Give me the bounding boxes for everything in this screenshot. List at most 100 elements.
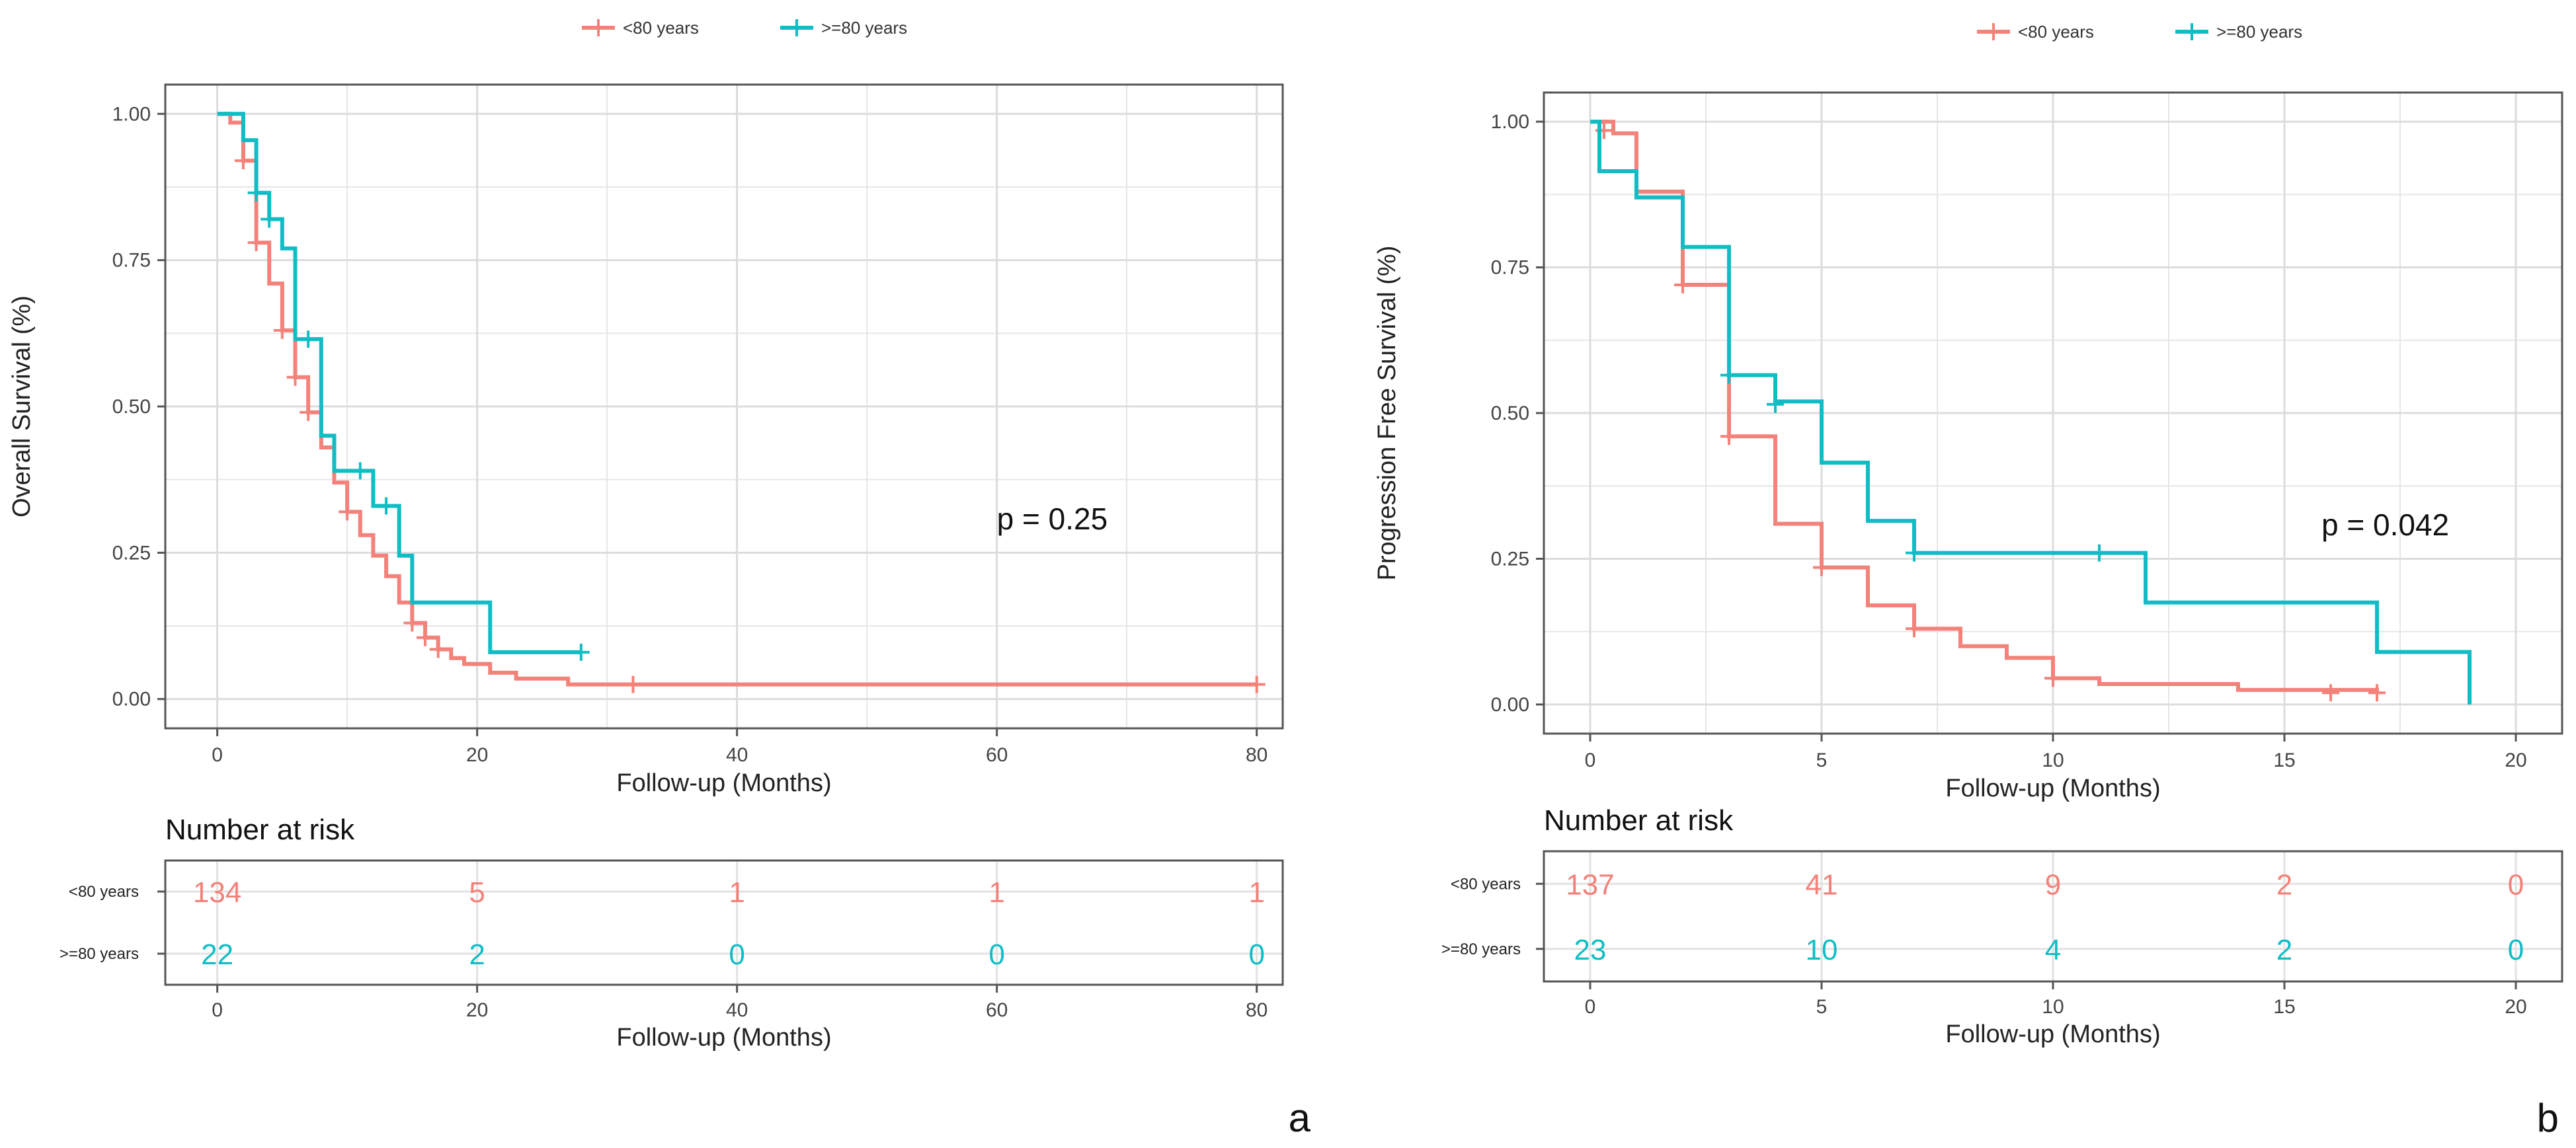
risk-count: 2 [469, 938, 485, 971]
risk-count: 9 [2045, 868, 2061, 901]
risk-x-axis-label: Follow-up (Months) [1945, 1020, 2160, 1048]
censor-mark [1906, 544, 1923, 562]
risk-row-label: >=80 years [60, 945, 139, 963]
y-tick-label: 0.50 [112, 396, 151, 418]
x-axis-label: Follow-up (Months) [1945, 775, 2160, 802]
y-axis-label: Overall Survival (%) [8, 295, 36, 517]
censor-mark [1674, 276, 1691, 293]
risk-count: 1 [988, 876, 1004, 909]
risk-x-tick-label: 80 [1246, 999, 1268, 1021]
risk-count: 10 [1806, 934, 1838, 966]
censor-mark [1720, 428, 1738, 445]
x-tick-label: 20 [466, 744, 488, 766]
y-tick-label: 0.50 [1491, 402, 1529, 424]
censor-mark [300, 330, 317, 348]
series-line [217, 112, 1257, 687]
censor-mark [1720, 366, 1738, 384]
x-tick-label: 20 [2505, 749, 2526, 771]
censor-mark [247, 234, 265, 252]
censor-mark [286, 368, 304, 386]
risk-count: 0 [2508, 868, 2524, 901]
series-line [1590, 120, 2472, 705]
risk-x-tick-label: 60 [986, 999, 1008, 1021]
censor-mark [417, 629, 434, 646]
risk-table-title: Number at risk [1544, 804, 1734, 837]
censor-mark [273, 321, 291, 339]
censor-mark [2044, 670, 2062, 687]
censor-mark [1813, 558, 1830, 576]
risk-count: 23 [1574, 934, 1607, 966]
x-tick-label: 80 [1246, 744, 1268, 766]
risk-count: 5 [469, 876, 485, 909]
legend-label: <80 years [2018, 22, 2094, 42]
series-line [1590, 120, 2379, 693]
y-tick-label: 0.00 [1491, 694, 1529, 716]
y-tick-label: 0.75 [112, 250, 151, 272]
risk-row-label: <80 years [69, 883, 139, 901]
censor-mark [378, 497, 395, 515]
risk-x-axis-label: Follow-up (Months) [616, 1024, 831, 1052]
risk-row-label: >=80 years [1441, 940, 1521, 958]
risk-x-tick-label: 5 [1816, 996, 1828, 1018]
risk-count: 134 [193, 876, 241, 909]
risk-count: 0 [729, 938, 745, 971]
censor-mark [351, 462, 369, 480]
risk-count: 0 [988, 938, 1004, 971]
censor-mark [234, 152, 252, 170]
risk-count: 41 [1806, 868, 1838, 901]
censor-mark [300, 403, 317, 421]
risk-x-tick-label: 10 [2042, 996, 2064, 1018]
censor-mark [1248, 675, 1266, 693]
risk-table-title: Number at risk [165, 814, 355, 846]
censor-mark [429, 640, 447, 658]
legend: <80 years >=80 years [582, 18, 907, 38]
legend-label: <80 years [623, 18, 699, 38]
risk-count: 1 [729, 876, 745, 909]
x-tick-label: 10 [2042, 749, 2064, 771]
risk-table-frame [164, 859, 1284, 986]
censor-mark [1906, 620, 1923, 638]
censor-mark [572, 643, 590, 661]
risk-count: 137 [1566, 868, 1614, 901]
x-tick-label: 5 [1816, 749, 1828, 771]
y-tick-label: 0.25 [112, 542, 151, 564]
y-tick-label: 0.75 [1491, 257, 1529, 279]
risk-row-label: <80 years [1451, 875, 1521, 893]
censor-mark [2322, 684, 2339, 702]
risk-count: 0 [1248, 938, 1264, 971]
risk-count: 22 [201, 938, 233, 971]
risk-table: Number at risk<80 years 137 41 9 2 0>=80 year… [1441, 804, 2563, 1048]
risk-x-tick-label: 0 [212, 999, 223, 1021]
risk-count: 2 [2276, 868, 2292, 901]
panel-label: b [2537, 1096, 2559, 1140]
x-tick-label: 40 [726, 744, 748, 766]
risk-count: 4 [2045, 934, 2061, 966]
censor-mark [624, 675, 642, 693]
censor-mark [1767, 395, 1784, 413]
p-value-annotation: p = 0.042 [2321, 508, 2449, 542]
panel-label: a [1289, 1096, 1311, 1140]
y-tick-label: 1.00 [112, 103, 151, 125]
risk-x-tick-label: 20 [466, 999, 488, 1021]
x-tick-label: 15 [2273, 749, 2295, 771]
legend-label: >=80 years [2216, 22, 2302, 42]
x-tick-label: 0 [1585, 749, 1596, 771]
censor-mark [339, 503, 356, 521]
risk-x-tick-label: 40 [726, 999, 748, 1021]
y-tick-label: 0.25 [1491, 548, 1529, 570]
risk-x-tick-label: 15 [2273, 996, 2295, 1018]
legend: <80 years >=80 years [1977, 22, 2302, 42]
risk-x-tick-label: 20 [2505, 996, 2526, 1018]
y-tick-label: 0.00 [112, 689, 151, 710]
p-value-annotation: p = 0.25 [997, 502, 1108, 536]
risk-count: 0 [2508, 934, 2524, 966]
risk-x-tick-label: 0 [1585, 996, 1596, 1018]
legend-label: >=80 years [821, 18, 907, 38]
censor-mark [261, 210, 278, 228]
series-line [217, 112, 581, 654]
y-axis-label: Progression Free Survival (%) [1373, 246, 1401, 581]
censor-mark [2368, 684, 2386, 702]
